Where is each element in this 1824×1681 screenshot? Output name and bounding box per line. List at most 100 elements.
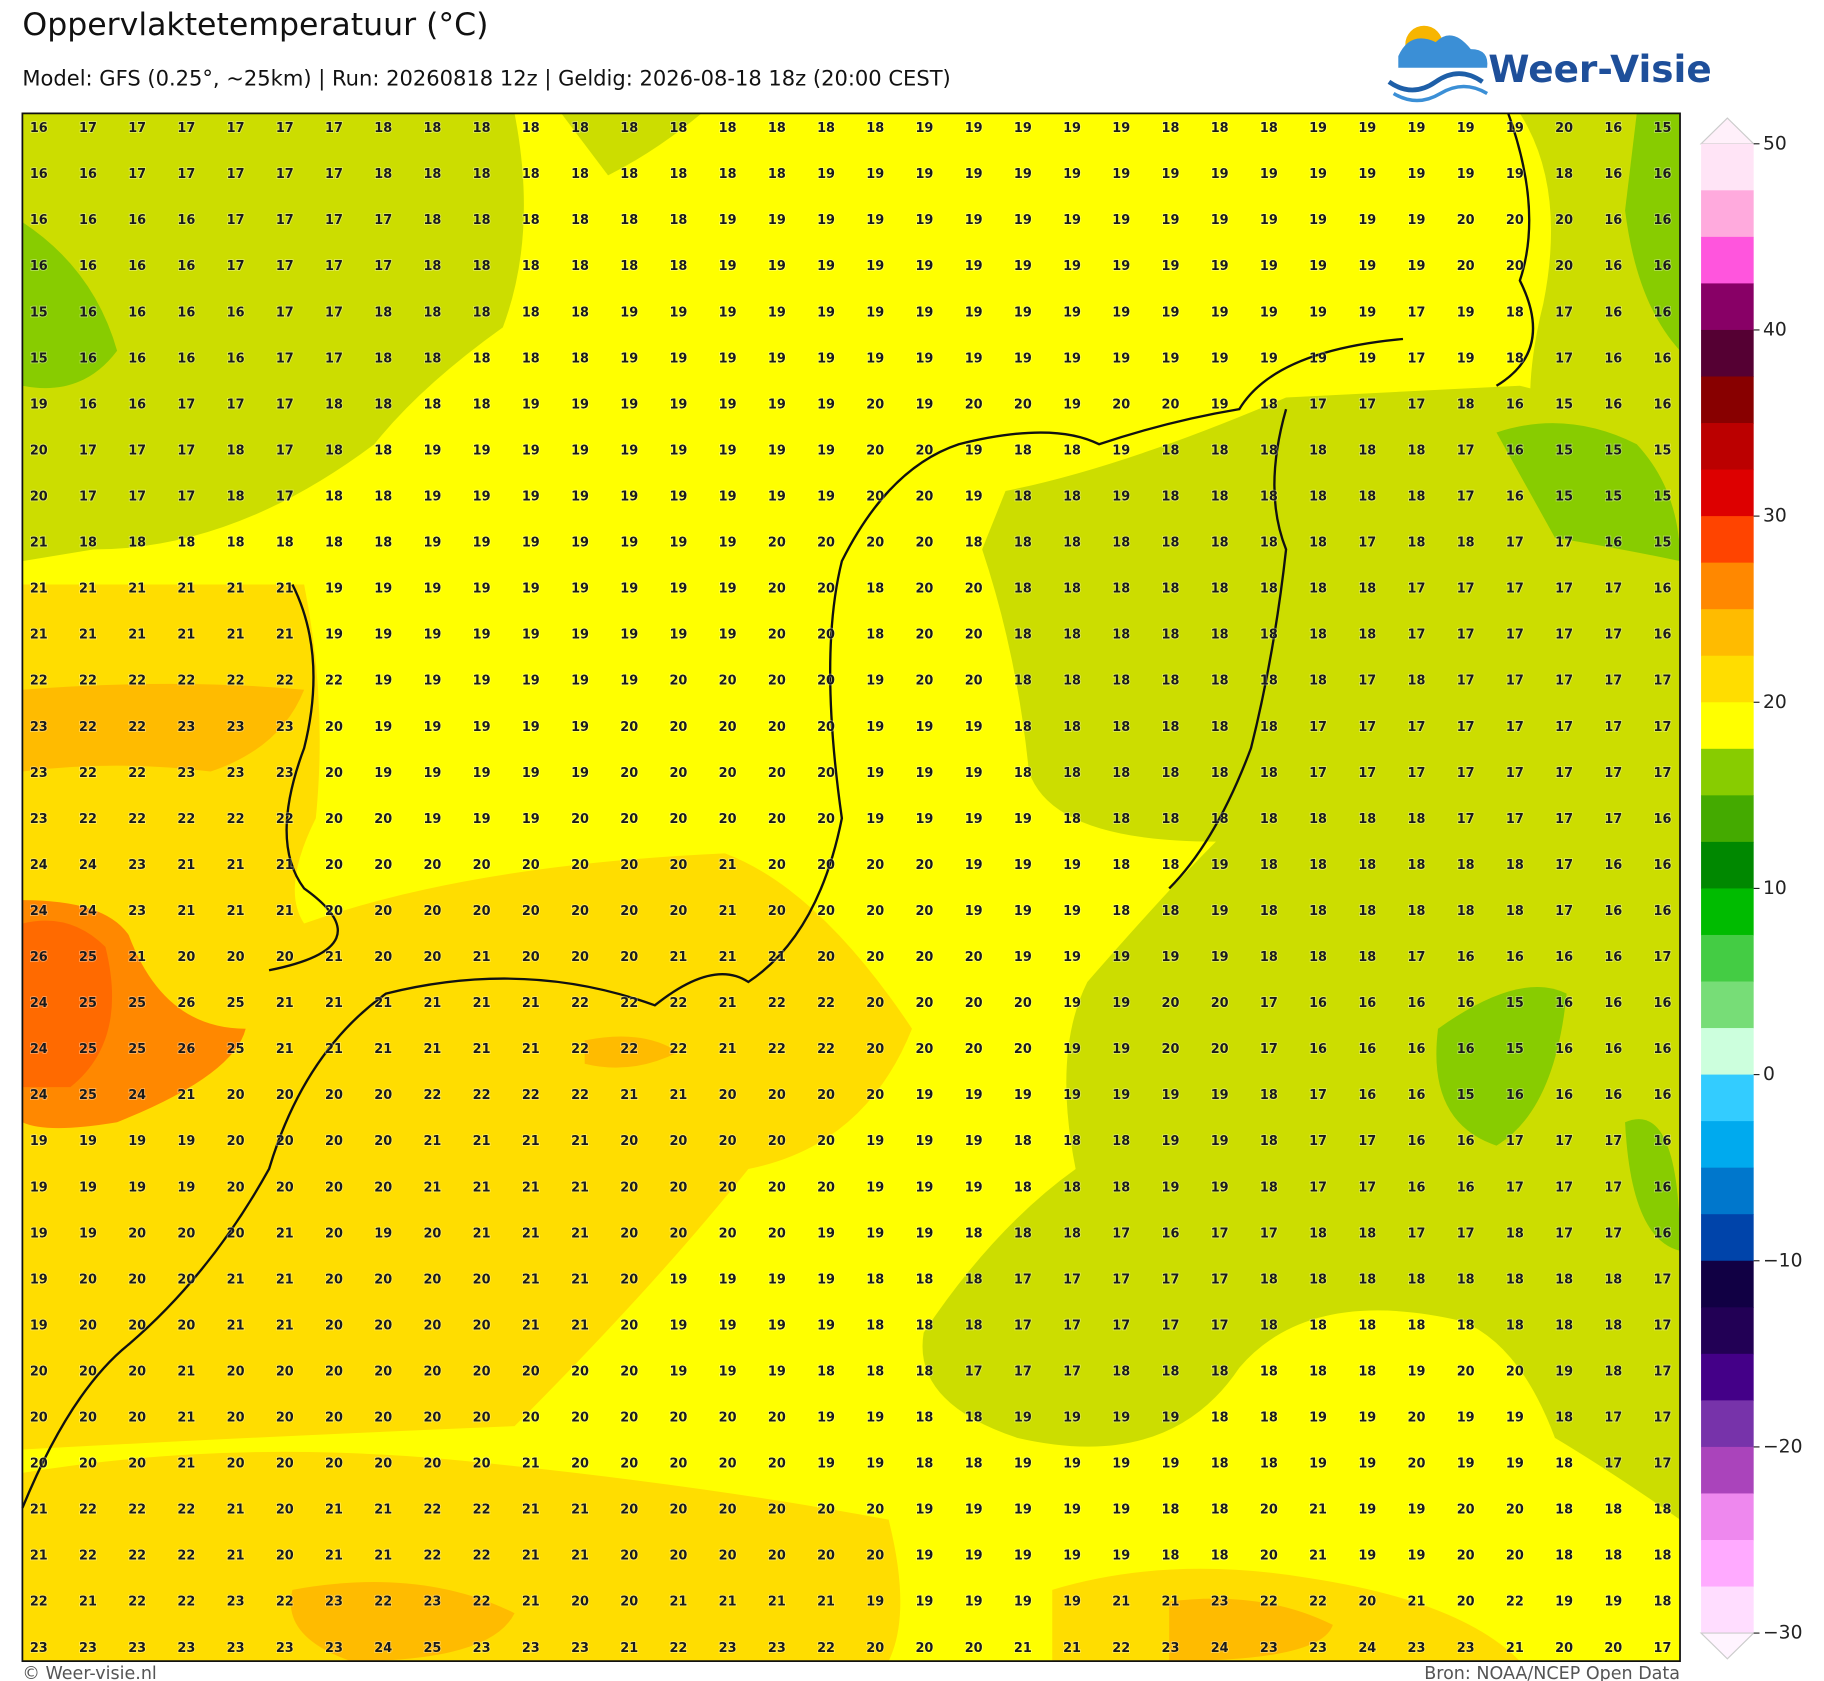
grid-value: 19 — [128, 1134, 146, 1149]
grid-value: 17 — [1408, 720, 1426, 735]
grid-value: 20 — [817, 950, 835, 965]
grid-value: 20 — [866, 1042, 884, 1057]
grid-value: 19 — [719, 582, 737, 597]
grid-value: 20 — [866, 397, 884, 412]
grid-value: 18 — [227, 443, 245, 458]
grid-value: 21 — [177, 582, 195, 597]
grid-value: 18 — [1260, 536, 1278, 551]
grid-value: 19 — [1162, 1180, 1180, 1195]
grid-value: 20 — [571, 1364, 589, 1379]
grid-value: 19 — [1063, 1595, 1081, 1610]
grid-value: 19 — [620, 443, 638, 458]
grid-value: 19 — [866, 674, 884, 689]
grid-value: 18 — [1211, 1503, 1229, 1518]
grid-value: 20 — [915, 674, 933, 689]
grid-value: 19 — [965, 121, 983, 136]
grid-value: 20 — [965, 1042, 983, 1057]
grid-value: 16 — [1506, 950, 1524, 965]
grid-value: 20 — [620, 1318, 638, 1333]
grid-value: 19 — [965, 904, 983, 919]
grid-value: 26 — [177, 1042, 195, 1057]
grid-value: 18 — [423, 397, 441, 412]
grid-value: 16 — [1654, 904, 1672, 919]
grid-value: 21 — [423, 1134, 441, 1149]
grid-value: 20 — [817, 720, 835, 735]
grid-value: 19 — [620, 397, 638, 412]
grid-value: 16 — [177, 259, 195, 274]
grid-value: 24 — [30, 904, 48, 919]
grid-value: 18 — [1063, 674, 1081, 689]
grid-value: 19 — [1063, 305, 1081, 320]
grid-value: 17 — [1654, 766, 1672, 781]
grid-value: 19 — [1014, 1088, 1032, 1103]
grid-value: 17 — [1506, 536, 1524, 551]
grid-value: 20 — [620, 1226, 638, 1241]
grid-value: 19 — [1211, 213, 1229, 228]
grid-value: 19 — [768, 1318, 786, 1333]
grid-value: 20 — [719, 1503, 737, 1518]
grid-value: 20 — [374, 950, 392, 965]
grid-value: 19 — [965, 1134, 983, 1149]
grid-value: 20 — [719, 812, 737, 827]
grid-value: 21 — [79, 628, 97, 643]
grid-value: 19 — [79, 1226, 97, 1241]
grid-value: 22 — [473, 1549, 491, 1564]
grid-value: 19 — [1063, 259, 1081, 274]
grid-value: 19 — [965, 1549, 983, 1564]
grid-value: 20 — [768, 674, 786, 689]
grid-value: 17 — [1506, 812, 1524, 827]
grid-value: 19 — [1063, 121, 1081, 136]
grid-value: 19 — [1211, 1134, 1229, 1149]
grid-value: 21 — [571, 1180, 589, 1195]
grid-value: 21 — [30, 1549, 48, 1564]
grid-value: 22 — [30, 1595, 48, 1610]
grid-value: 19 — [1014, 1595, 1032, 1610]
grid-value: 17 — [1604, 628, 1622, 643]
grid-value: 20 — [1112, 397, 1130, 412]
grid-value: 21 — [177, 1364, 195, 1379]
grid-value: 18 — [374, 121, 392, 136]
grid-value: 22 — [325, 674, 343, 689]
grid-value: 18 — [1162, 904, 1180, 919]
grid-value: 20 — [965, 950, 983, 965]
grid-value: 19 — [1112, 1042, 1130, 1057]
grid-value: 19 — [817, 1272, 835, 1287]
grid-value: 19 — [620, 305, 638, 320]
grid-value: 19 — [1260, 305, 1278, 320]
grid-value: 19 — [866, 167, 884, 182]
grid-value: 19 — [1063, 996, 1081, 1011]
grid-value: 19 — [79, 1180, 97, 1195]
grid-value: 22 — [423, 1088, 441, 1103]
grid-value: 20 — [768, 582, 786, 597]
grid-value: 21 — [227, 904, 245, 919]
grid-value: 19 — [669, 1318, 687, 1333]
grid-value: 19 — [473, 766, 491, 781]
grid-value: 16 — [1358, 1088, 1376, 1103]
colorbar-label: 30 — [1763, 506, 1787, 527]
grid-value: 20 — [473, 904, 491, 919]
grid-value: 19 — [30, 1272, 48, 1287]
grid-value: 20 — [817, 1134, 835, 1149]
grid-value: 18 — [620, 259, 638, 274]
grid-value: 21 — [571, 1272, 589, 1287]
grid-value: 18 — [571, 351, 589, 366]
grid-value: 20 — [227, 1180, 245, 1195]
grid-value: 16 — [128, 351, 146, 366]
grid-value: 22 — [79, 720, 97, 735]
grid-value: 16 — [1604, 167, 1622, 182]
grid-value: 21 — [1014, 1641, 1032, 1656]
grid-value: 20 — [915, 904, 933, 919]
grid-value: 19 — [1260, 167, 1278, 182]
grid-value: 18 — [1162, 674, 1180, 689]
grid-value: 20 — [79, 1411, 97, 1426]
grid-value: 24 — [30, 996, 48, 1011]
grid-value: 19 — [1260, 213, 1278, 228]
grid-value: 20 — [374, 904, 392, 919]
grid-value: 18 — [473, 397, 491, 412]
grid-value: 20 — [768, 1411, 786, 1426]
grid-value: 21 — [768, 1595, 786, 1610]
grid-value: 20 — [423, 904, 441, 919]
grid-value: 17 — [1063, 1272, 1081, 1287]
grid-value: 19 — [965, 351, 983, 366]
